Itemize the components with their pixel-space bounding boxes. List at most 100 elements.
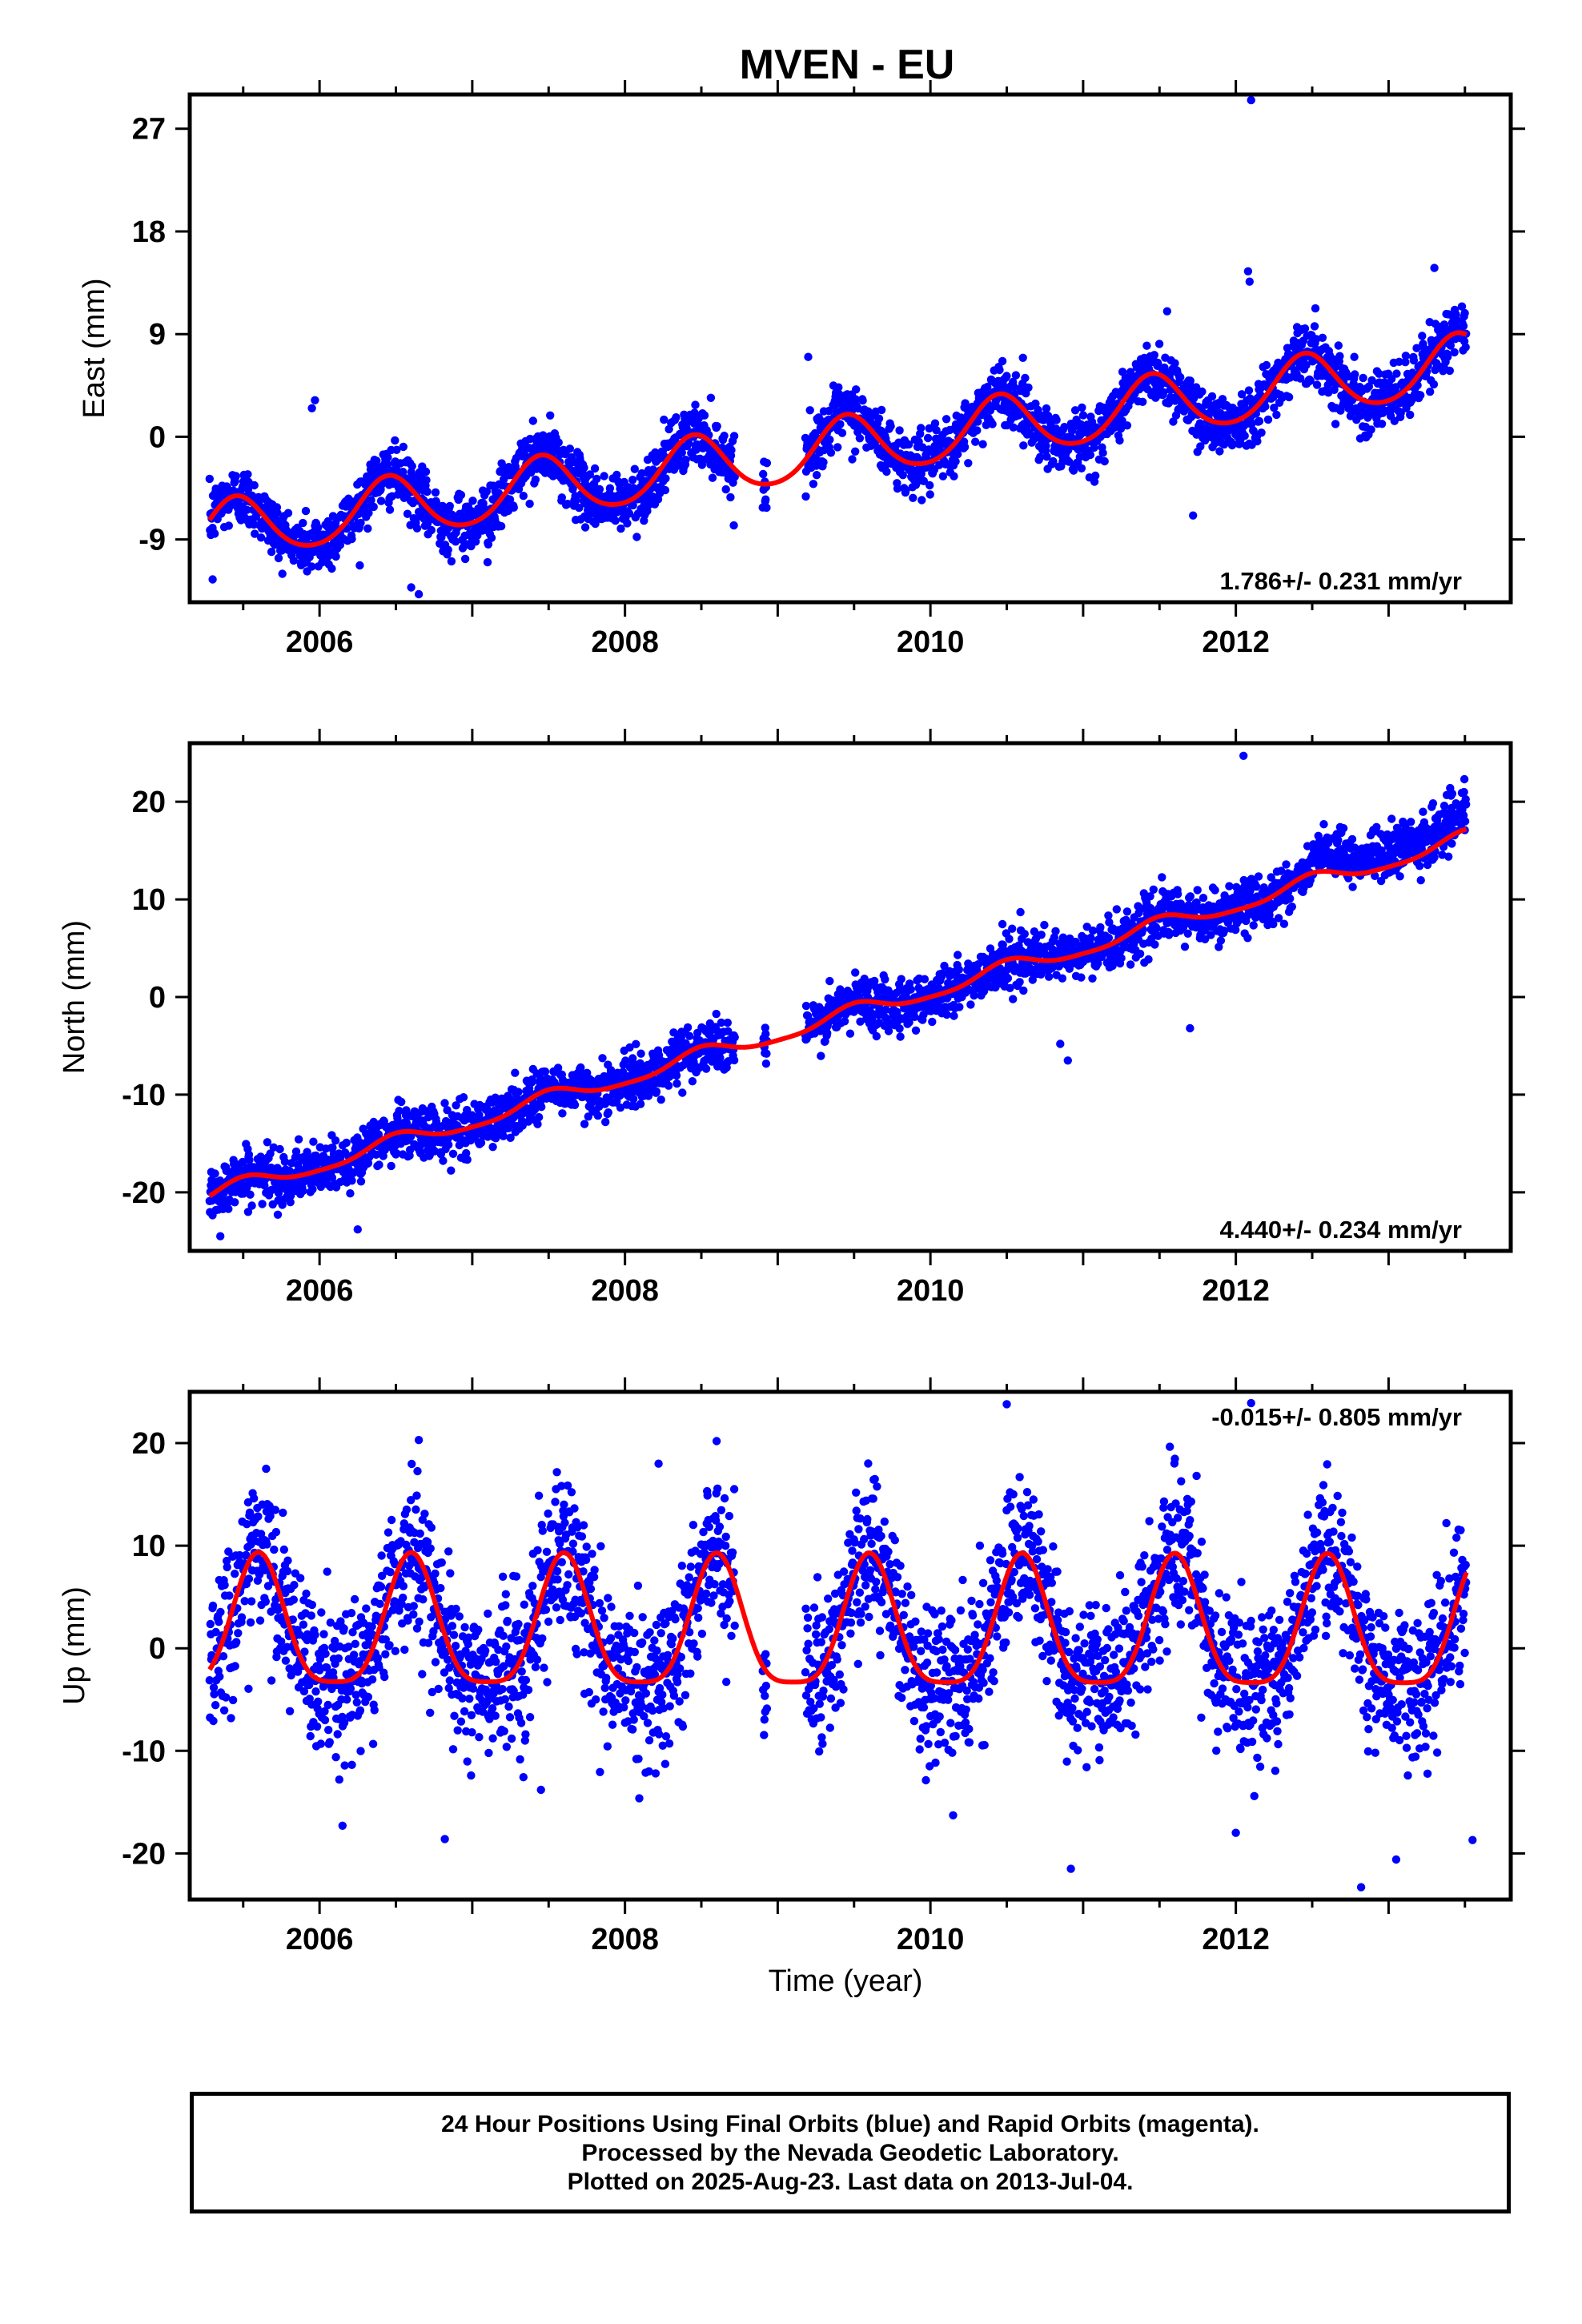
east-data-point (505, 495, 515, 504)
north-data-point (448, 1149, 458, 1159)
east-data-point (721, 485, 730, 494)
east-data-point (1300, 324, 1310, 333)
north-data-point (488, 1143, 497, 1152)
east-data-point (456, 490, 466, 500)
east-data-point (1426, 388, 1435, 396)
east-data-point (964, 459, 973, 468)
east-data-point (759, 469, 768, 479)
north-data-points (205, 751, 1471, 1240)
east-data-point (886, 422, 895, 431)
east-data-point (1318, 333, 1327, 342)
north-data-point (534, 1112, 544, 1122)
east-data-point (1310, 322, 1319, 331)
north-data-point (950, 1011, 958, 1020)
east-data-point (917, 424, 926, 432)
north-data-point (629, 1095, 638, 1104)
east-data-point (1002, 372, 1011, 380)
east-data-point (557, 493, 566, 502)
east-data-point (595, 485, 604, 494)
east-data-point (1215, 447, 1224, 456)
east-data-point (451, 537, 460, 546)
east-data-point (1198, 387, 1207, 396)
east-data-point (855, 434, 865, 443)
east-data-point (848, 455, 857, 464)
east-data-point (519, 492, 528, 501)
north-data-point (570, 1100, 580, 1110)
north-data-point (1122, 907, 1132, 916)
east-data-point (1162, 307, 1172, 316)
east-data-point (628, 476, 637, 485)
north-data-point (511, 1068, 520, 1077)
east-data-point (468, 497, 477, 505)
east-data-point (1019, 441, 1028, 450)
east-data-point (423, 519, 432, 528)
east-data-point (1021, 373, 1030, 383)
north-data-point (275, 1144, 284, 1154)
east-data-point (243, 470, 252, 479)
east-data-point (1078, 403, 1086, 412)
north-data-point (342, 1138, 351, 1148)
north-data-point (636, 1100, 645, 1108)
east-data-point (611, 517, 620, 525)
chart-title: MVEN - EU (740, 42, 955, 88)
east-data-point (580, 463, 588, 472)
east-data-point (278, 569, 287, 578)
east-data-point (592, 474, 601, 484)
east-data-point (1459, 321, 1468, 331)
east-data-point (431, 488, 440, 497)
north-data-point (845, 1029, 855, 1038)
east-data-point (681, 456, 690, 464)
east-data-point (877, 405, 886, 415)
east-data-point (231, 472, 240, 480)
east-data-point (251, 529, 259, 538)
east-data-point (761, 495, 770, 504)
east-data-point (224, 521, 233, 530)
north-data-point (683, 1023, 693, 1032)
east-data-point (311, 396, 319, 404)
north-data-point (954, 965, 964, 975)
east-data-point (960, 443, 970, 452)
east-data-point (812, 471, 821, 480)
east-data-point (661, 485, 670, 495)
east-data-point (408, 461, 416, 471)
east-data-point (1392, 369, 1401, 378)
east-data-point (898, 471, 908, 480)
north-data-point (881, 975, 889, 984)
east-data-point (605, 484, 615, 493)
east-data-point (691, 400, 700, 409)
east-data-point (267, 547, 276, 557)
north-data-point (258, 1200, 267, 1208)
east-data-point (423, 487, 432, 497)
east-data-point (1406, 410, 1415, 420)
east-data-point (1240, 432, 1249, 440)
east-data-point (1042, 441, 1050, 450)
north-data-point (673, 1079, 681, 1088)
east-data-point (1253, 436, 1262, 446)
east-data-point (1011, 371, 1021, 380)
north-data-point (1008, 924, 1017, 933)
east-data-point (1359, 373, 1367, 383)
east-data-point (623, 519, 632, 528)
east-data-point (708, 473, 717, 482)
east-data-point (851, 447, 860, 456)
east-data-point (211, 485, 220, 493)
east-data-point (726, 493, 735, 502)
east-data-point (274, 553, 283, 563)
east-data-point (826, 448, 836, 457)
north-data-point (356, 1177, 366, 1186)
north-data-point (387, 1161, 396, 1171)
east-data-point (720, 432, 729, 440)
east-data-point (525, 499, 534, 509)
north-data-point (375, 1160, 383, 1169)
east-data-point (1154, 340, 1164, 348)
north-data-point (664, 1081, 673, 1090)
north-data-point (444, 1140, 453, 1149)
east-data-point (1255, 416, 1264, 426)
east-data-point (1331, 420, 1340, 428)
east-data-point (995, 365, 1004, 375)
north-data-point (1016, 907, 1025, 917)
east-data-point (496, 521, 506, 531)
east-data-point (1418, 332, 1427, 340)
